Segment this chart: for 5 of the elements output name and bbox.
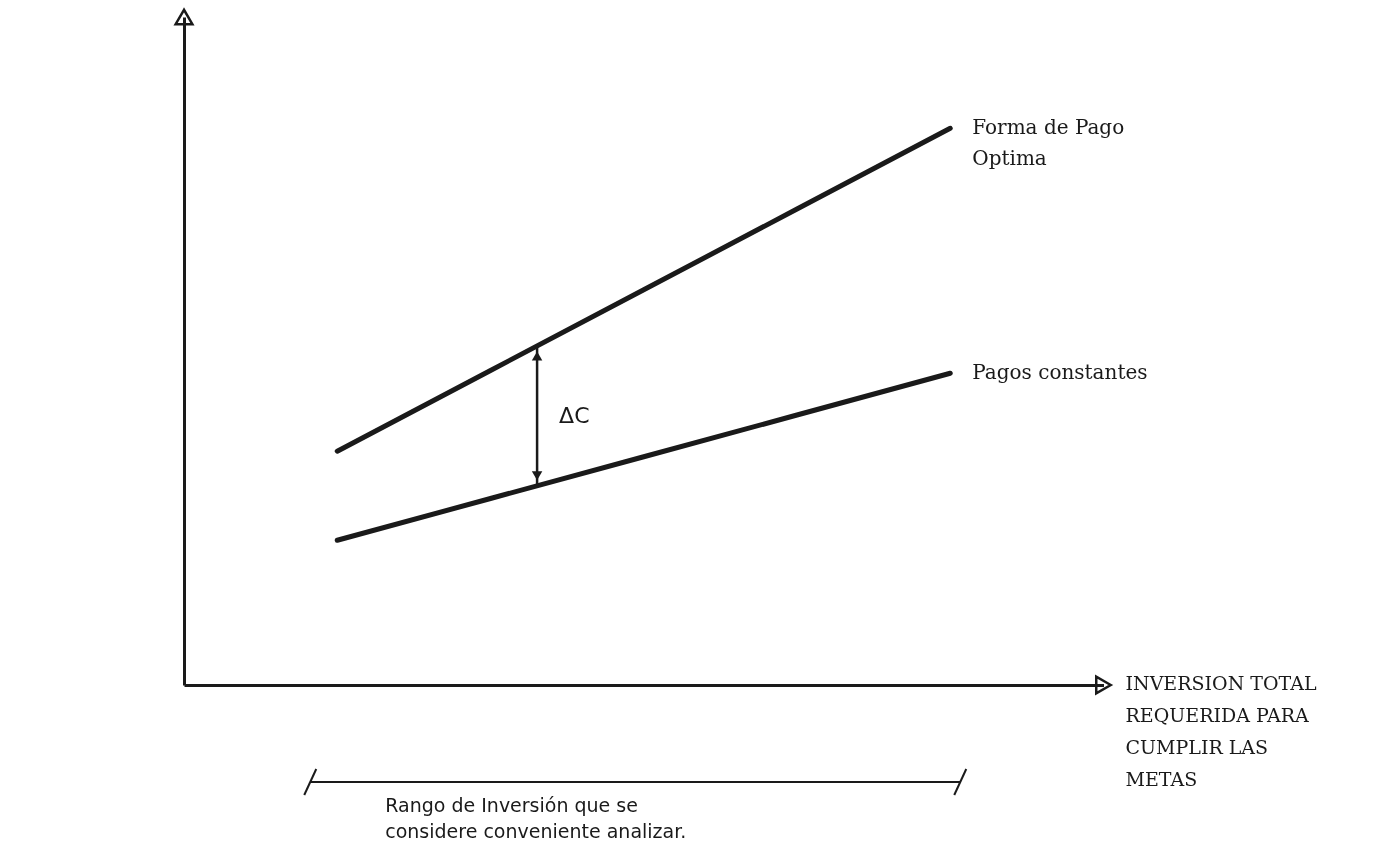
series-label: Forma de Pago Optima <box>972 115 1125 171</box>
series-label: Pagos constantes <box>972 360 1148 385</box>
text: Rango de Inversión que se considere conveniente analizar. <box>385 794 687 842</box>
annotation: ΔC <box>559 402 590 428</box>
x-axis-title: INVERSION TOTAL REQUERIDA PARA CUMPLIR LAS METAS <box>1125 672 1317 790</box>
